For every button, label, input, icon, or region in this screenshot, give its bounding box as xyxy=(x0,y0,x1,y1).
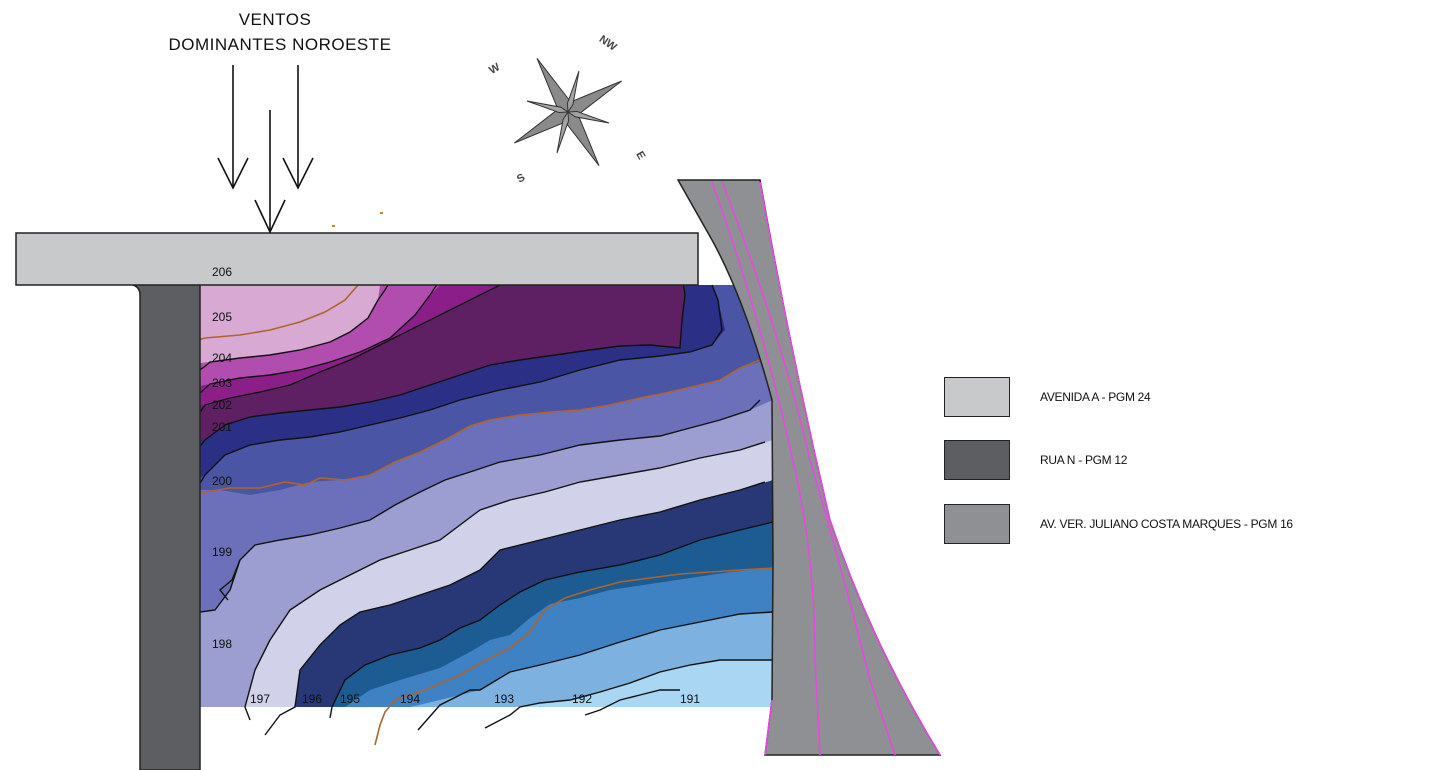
legend-label: AV. VER. JULIANO COSTA MARQUES - PGM 16 xyxy=(1040,517,1293,531)
legend-label: AVENIDA A - PGM 24 xyxy=(1040,390,1151,404)
contour-label-202: 202 xyxy=(212,398,232,412)
contour-label-201: 201 xyxy=(212,420,232,434)
road-avenida-a xyxy=(15,232,699,286)
legend-swatch xyxy=(944,504,1010,544)
contour-label-206: 206 xyxy=(212,265,232,279)
compass-rose xyxy=(514,58,622,166)
contour-lines xyxy=(179,261,774,736)
wind-arrows xyxy=(217,65,314,234)
contour-label-204: 204 xyxy=(212,351,232,365)
contour-label-196: 196 xyxy=(302,692,322,706)
contour-label-197: 197 xyxy=(250,692,270,706)
compass-label-s: S xyxy=(515,171,527,185)
compass-label-w: W xyxy=(487,61,503,77)
compass-label-e: E xyxy=(633,149,647,161)
legend-swatch xyxy=(944,440,1010,480)
contour-label-198: 198 xyxy=(212,637,232,651)
road-lane-lines xyxy=(711,181,941,756)
contour-label-200: 200 xyxy=(212,474,232,488)
legend-label: RUA N - PGM 12 xyxy=(1040,453,1128,467)
contour-label-203: 203 xyxy=(212,376,232,390)
road-rua-n xyxy=(127,283,201,770)
contour-label-195: 195 xyxy=(340,692,360,706)
stray-marks xyxy=(332,212,383,227)
contour-label-194: 194 xyxy=(400,692,420,706)
legend-item-av-juliano: AV. VER. JULIANO COSTA MARQUES - PGM 16 xyxy=(944,504,1414,546)
wind-title-line1: VENTOS xyxy=(239,10,312,29)
contour-label-191: 191 xyxy=(680,692,700,706)
contour-labels: 206 205 204 203 202 201 200 199 198 197 … xyxy=(212,265,700,706)
contour-label-192: 192 xyxy=(572,692,592,706)
compass-label-nw: NW xyxy=(597,33,619,54)
contour-label-193: 193 xyxy=(494,692,514,706)
elevation-bands xyxy=(200,285,773,707)
contour-label-205: 205 xyxy=(212,310,232,324)
legend-item-avenida-a: AVENIDA A - PGM 24 xyxy=(944,377,1414,419)
legend-item-rua-n: RUA N - PGM 12 xyxy=(944,440,1414,482)
wind-title-line2: DOMINANTES NOROESTE xyxy=(169,35,392,54)
contour-label-199: 199 xyxy=(212,545,232,559)
legend-swatch xyxy=(944,377,1010,417)
